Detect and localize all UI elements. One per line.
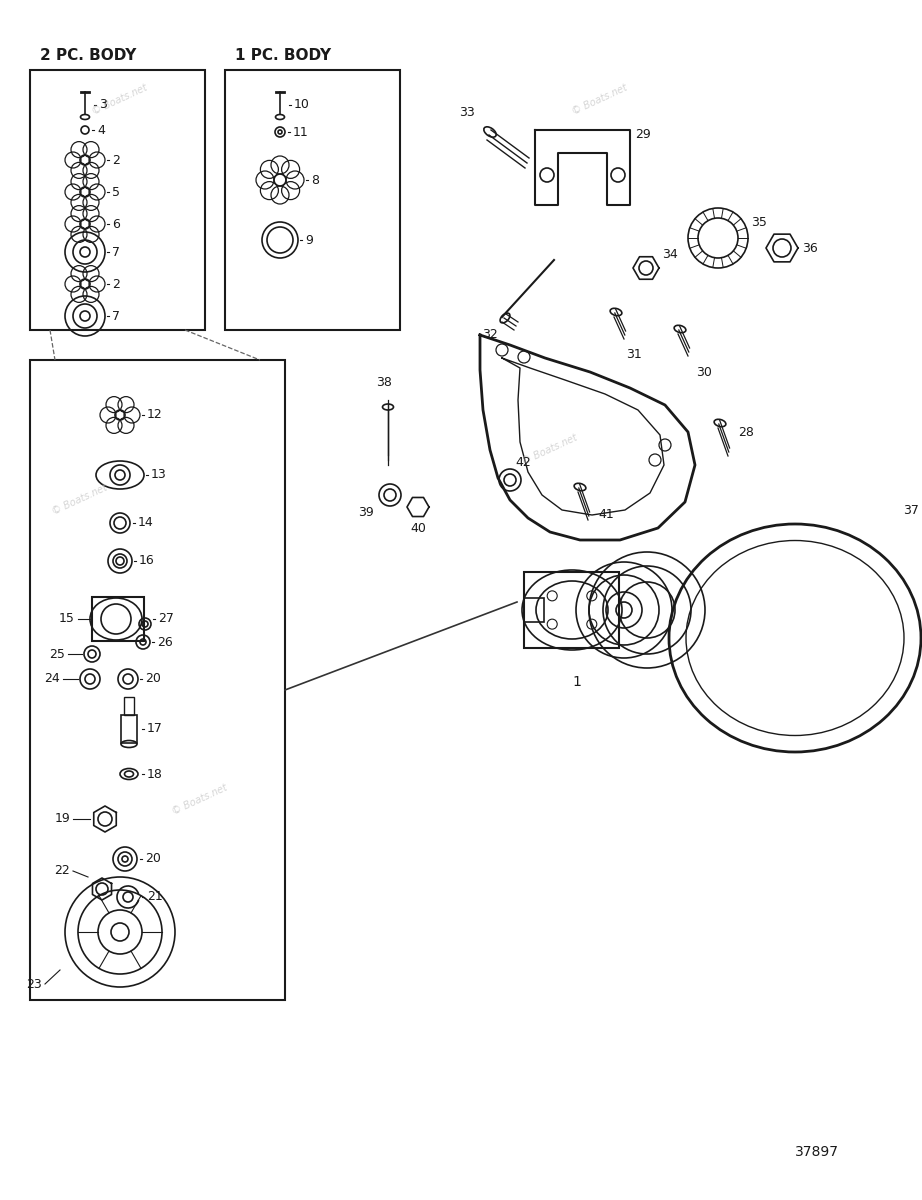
Text: © Boats.net: © Boats.net xyxy=(521,433,579,467)
Text: 2: 2 xyxy=(112,154,120,167)
Text: 7: 7 xyxy=(112,246,120,258)
Text: 23: 23 xyxy=(26,978,42,990)
Text: 22: 22 xyxy=(54,864,70,877)
Text: 25: 25 xyxy=(49,648,65,660)
Bar xyxy=(124,697,134,715)
Text: 39: 39 xyxy=(358,506,373,520)
Text: © Boats.net: © Boats.net xyxy=(90,83,149,118)
Text: 42: 42 xyxy=(515,456,531,468)
Text: 24: 24 xyxy=(44,672,60,685)
Bar xyxy=(92,596,144,641)
Text: 33: 33 xyxy=(459,106,475,119)
Text: 34: 34 xyxy=(662,247,678,260)
Text: 8: 8 xyxy=(311,174,319,186)
Text: 5: 5 xyxy=(112,186,120,198)
Text: © Boats.net: © Boats.net xyxy=(571,83,629,118)
Text: 37: 37 xyxy=(903,504,919,516)
Text: 2: 2 xyxy=(112,277,120,290)
Bar xyxy=(30,70,205,330)
Text: 26: 26 xyxy=(157,636,172,648)
Text: 11: 11 xyxy=(293,126,309,138)
Text: © Boats.net: © Boats.net xyxy=(51,482,109,517)
Text: 9: 9 xyxy=(305,234,313,246)
Text: 17: 17 xyxy=(147,722,163,736)
Text: 2 PC. BODY: 2 PC. BODY xyxy=(40,48,136,62)
Text: 28: 28 xyxy=(738,426,754,439)
Text: 15: 15 xyxy=(59,612,75,625)
Bar xyxy=(524,598,544,622)
Text: 3: 3 xyxy=(99,98,107,112)
Text: 1: 1 xyxy=(572,674,581,689)
Text: 14: 14 xyxy=(138,516,154,529)
Text: 37897: 37897 xyxy=(795,1145,839,1159)
Text: 19: 19 xyxy=(54,812,70,826)
Text: 29: 29 xyxy=(635,128,651,142)
Text: 27: 27 xyxy=(158,612,174,625)
Text: 4: 4 xyxy=(97,124,105,137)
Text: 38: 38 xyxy=(376,376,392,389)
Text: 32: 32 xyxy=(482,328,498,341)
Text: 18: 18 xyxy=(147,768,163,780)
Text: 31: 31 xyxy=(626,348,642,361)
Text: 7: 7 xyxy=(112,310,120,323)
Text: 36: 36 xyxy=(802,241,818,254)
Text: 10: 10 xyxy=(294,98,310,112)
Text: 1 PC. BODY: 1 PC. BODY xyxy=(235,48,331,62)
Text: 40: 40 xyxy=(410,522,426,535)
Text: 12: 12 xyxy=(147,408,163,421)
Bar xyxy=(524,572,619,648)
Text: 16: 16 xyxy=(139,554,155,568)
Text: 30: 30 xyxy=(696,366,712,378)
Text: 6: 6 xyxy=(112,217,120,230)
Text: 13: 13 xyxy=(151,468,167,481)
Text: 21: 21 xyxy=(147,890,163,904)
Text: 41: 41 xyxy=(598,508,614,521)
Text: 20: 20 xyxy=(145,852,160,865)
Bar xyxy=(30,360,285,1000)
Bar xyxy=(121,715,137,743)
Text: 35: 35 xyxy=(751,216,767,229)
Text: 20: 20 xyxy=(145,672,160,685)
Bar xyxy=(225,70,400,330)
Text: © Boats.net: © Boats.net xyxy=(171,782,230,817)
